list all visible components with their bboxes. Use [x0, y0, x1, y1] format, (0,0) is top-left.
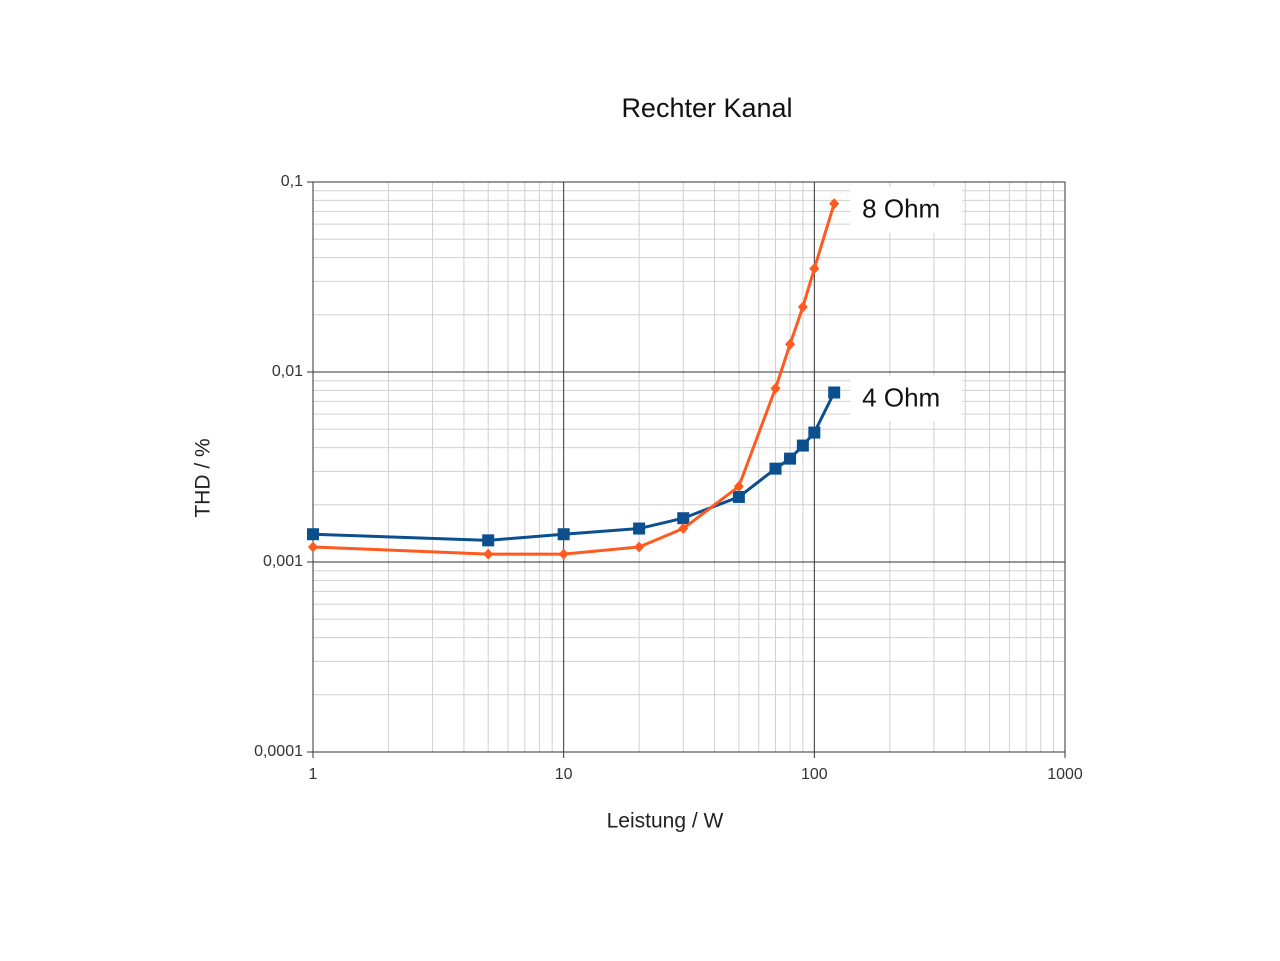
series-line — [312, 391, 836, 542]
marker — [785, 338, 796, 350]
x-axis-label: Leistung / W — [607, 810, 724, 833]
marker — [307, 528, 319, 541]
series-label-bg — [850, 186, 963, 233]
y-tick-label: 0,001 — [263, 553, 303, 570]
chart-title: Rechter Kanal — [621, 93, 792, 123]
marker — [633, 522, 646, 535]
series-line — [312, 203, 836, 556]
plot-frame — [312, 181, 1066, 753]
x-tick-label: 1 — [309, 766, 318, 783]
marker — [557, 528, 570, 541]
marker — [809, 263, 820, 275]
y-axis-label: THD / % — [192, 438, 215, 517]
marker — [797, 301, 808, 313]
marker — [732, 490, 745, 503]
y-tick-label: 0,01 — [272, 363, 303, 380]
x-tick-label: 1000 — [1047, 766, 1083, 783]
series-label: 8 Ohm — [862, 193, 940, 223]
marker — [482, 534, 495, 547]
y-tick-label: 0,0001 — [254, 743, 303, 760]
marker — [308, 541, 318, 553]
series-label-bg — [850, 375, 963, 422]
marker — [828, 386, 841, 399]
marker — [733, 480, 744, 492]
marker — [769, 462, 782, 475]
marker — [634, 541, 645, 553]
marker — [808, 426, 821, 439]
marker — [677, 512, 690, 525]
marker — [558, 548, 569, 560]
marker — [770, 382, 781, 394]
marker — [784, 452, 797, 465]
marker — [829, 198, 840, 210]
x-tick-label: 10 — [555, 766, 573, 783]
series-label: 4 Ohm — [862, 382, 940, 412]
y-tick-label: 0,1 — [281, 173, 303, 190]
x-tick-label: 100 — [801, 766, 828, 783]
marker — [796, 439, 809, 452]
marker — [483, 548, 494, 560]
marker — [678, 523, 689, 535]
